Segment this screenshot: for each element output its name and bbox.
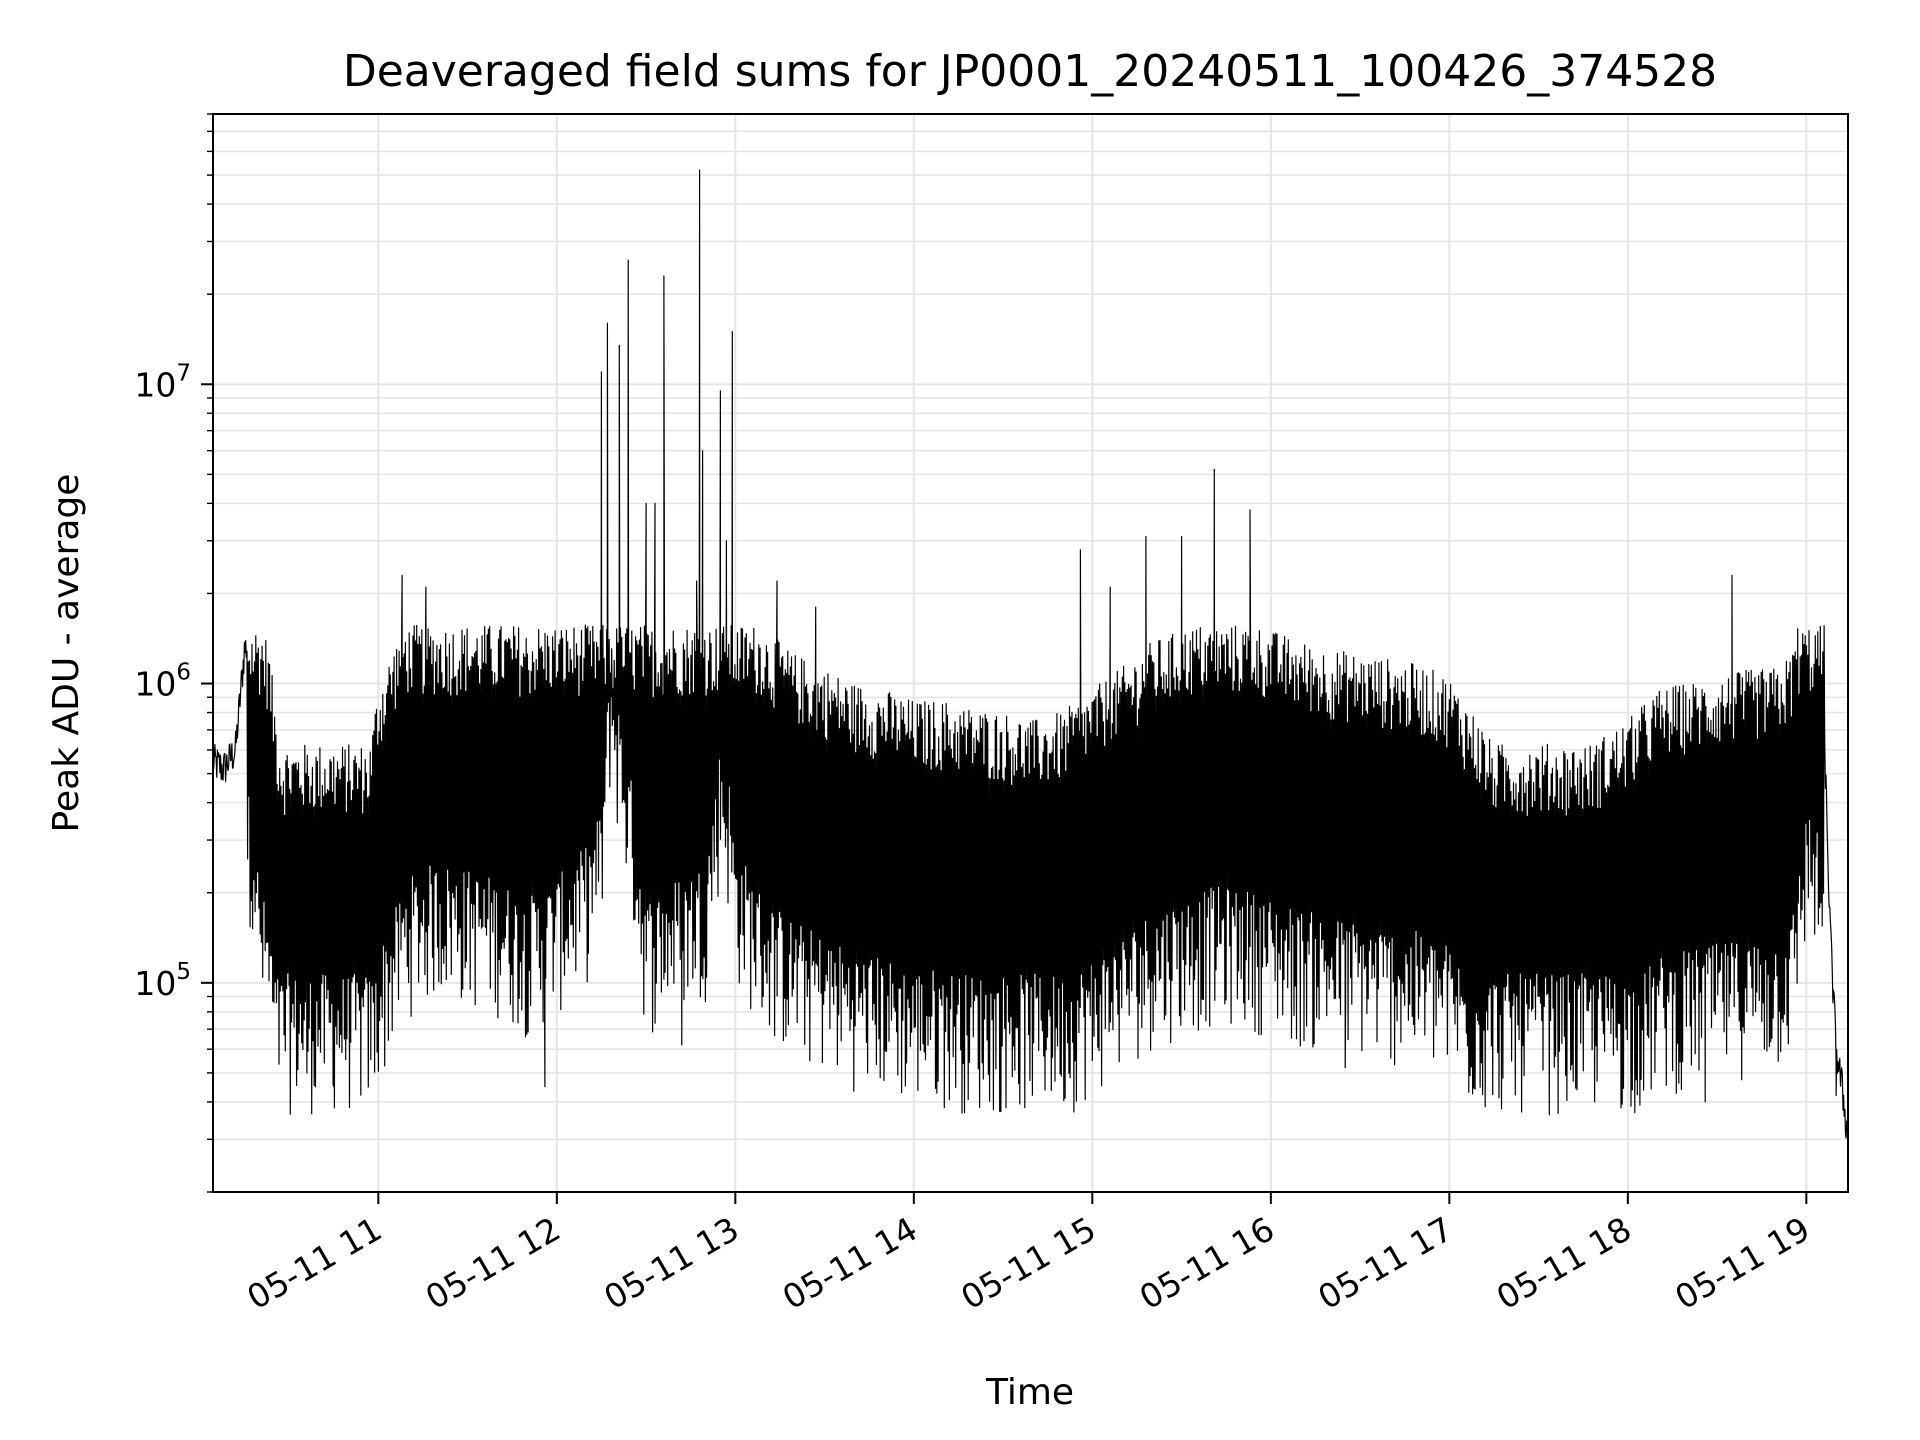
- series-line-peak-adu: [213, 169, 1848, 1145]
- y-tick-label: 107: [134, 360, 191, 404]
- x-axis-label: Time: [985, 1372, 1074, 1413]
- y-axis-label: Peak ADU - average: [46, 474, 87, 833]
- plot-frame: [212, 113, 1849, 1193]
- y-axis: 105 106 107: [134, 113, 213, 1193]
- data-layer: [213, 169, 1848, 1145]
- y-tick-label: 106: [134, 660, 191, 704]
- chart-title: Deaveraged field sums for JP0001_2024051…: [343, 46, 1717, 97]
- y-tick-label: 105: [134, 959, 191, 1003]
